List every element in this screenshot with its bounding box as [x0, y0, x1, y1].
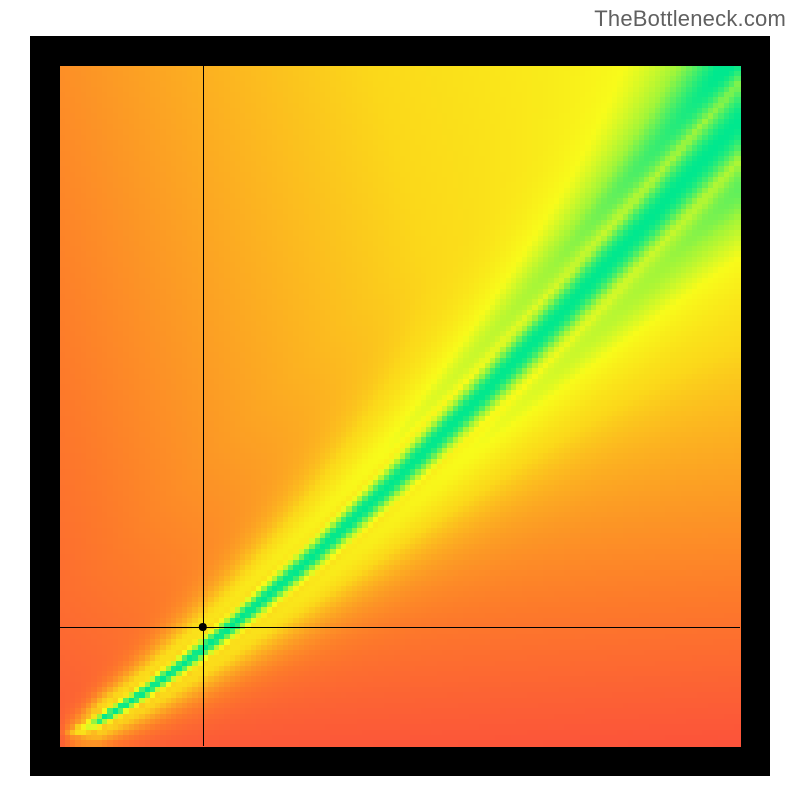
watermark-text: TheBottleneck.com — [594, 6, 786, 32]
heatmap-frame — [30, 36, 770, 776]
heatmap-canvas — [30, 36, 770, 776]
